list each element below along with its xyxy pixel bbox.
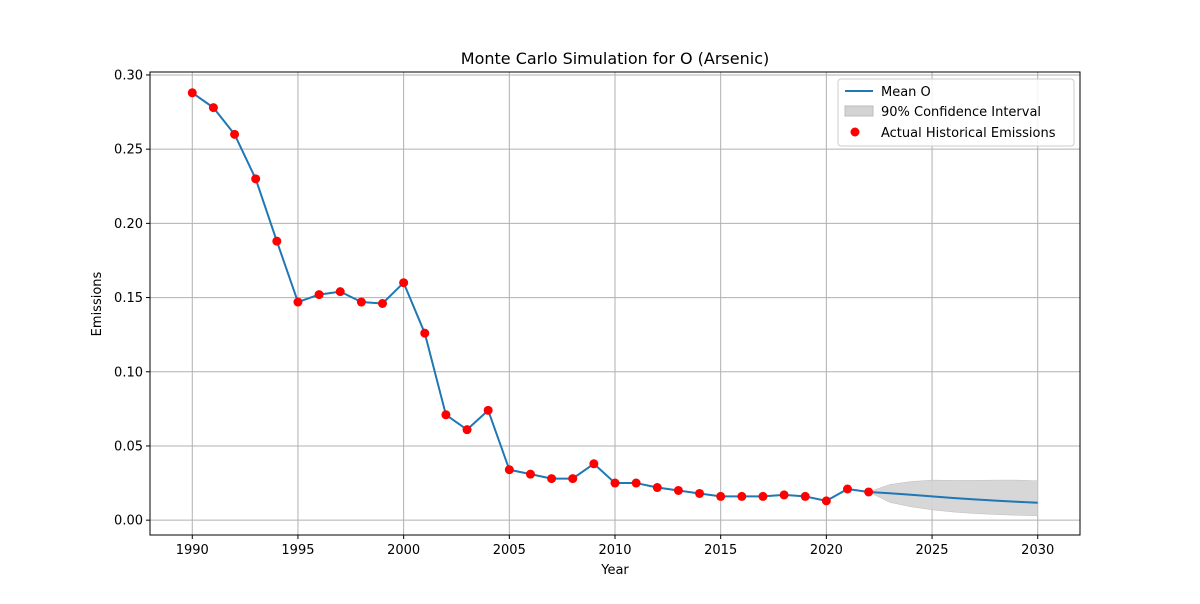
historical-point xyxy=(673,485,683,495)
x-tick-label: 2015 xyxy=(704,543,737,558)
historical-point xyxy=(843,484,852,494)
tick-layer: 1990 1995 2000 2005 2010 2015 2020 2025 2030 0.00… xyxy=(114,68,1054,558)
historical-point xyxy=(737,491,747,501)
historical-point xyxy=(716,491,726,501)
historical-point xyxy=(779,490,789,500)
legend-label-historical: Actual Historical Emissions xyxy=(881,126,1056,141)
x-tick-label: 2030 xyxy=(1021,543,1054,558)
x-axis-label: Year xyxy=(600,563,629,578)
x-tick-label: 2000 xyxy=(387,543,420,558)
historical-point xyxy=(800,491,810,501)
historical-point xyxy=(525,469,535,479)
historical-point xyxy=(230,129,240,139)
y-tick-label: 0.30 xyxy=(114,68,143,83)
x-tick-label: 2005 xyxy=(493,543,526,558)
grid-layer xyxy=(150,72,1080,535)
historical-point xyxy=(610,478,620,488)
y-tick-label: 0.20 xyxy=(114,217,143,232)
historical-point xyxy=(356,297,366,307)
historical-point xyxy=(547,474,557,484)
historical-point xyxy=(378,299,387,308)
historical-point xyxy=(335,287,345,297)
historical-point xyxy=(589,459,599,469)
historical-point xyxy=(568,474,578,484)
historical-point xyxy=(695,488,705,498)
historical-point xyxy=(821,496,831,506)
y-tick-label: 0.05 xyxy=(114,439,143,454)
historical-point xyxy=(399,278,409,288)
historical-point xyxy=(631,478,641,488)
historical-point xyxy=(864,487,874,497)
y-tick-label: 0.25 xyxy=(114,143,143,158)
legend-label-confidence-interval: 90% Confidence Interval xyxy=(881,105,1041,120)
historical-points-layer xyxy=(187,88,874,506)
x-tick-label: 1995 xyxy=(281,543,314,558)
y-tick-label: 0.15 xyxy=(114,291,143,306)
y-tick-label: 0.00 xyxy=(114,514,143,529)
historical-point xyxy=(420,328,430,338)
historical-point xyxy=(441,410,451,420)
y-tick-label: 0.10 xyxy=(114,365,143,380)
y-axis-label: Emissions xyxy=(90,271,105,336)
legend-box xyxy=(837,78,1075,147)
historical-point xyxy=(652,483,662,493)
x-tick-label: 2025 xyxy=(915,543,948,558)
historical-point xyxy=(314,290,324,300)
legend: Mean O 90% Confidence Interval Actual Hi… xyxy=(837,78,1075,147)
chart-title: Monte Carlo Simulation for O (Arsenic) xyxy=(461,49,769,68)
historical-point xyxy=(483,405,493,415)
x-tick-label: 1990 xyxy=(176,543,209,558)
historical-point xyxy=(208,103,218,113)
historical-point xyxy=(187,88,197,98)
historical-point xyxy=(251,174,261,184)
x-tick-label: 2010 xyxy=(598,543,631,558)
legend-swatch-confidence-band xyxy=(844,105,874,117)
historical-point xyxy=(272,236,282,246)
x-tick-label: 2020 xyxy=(810,543,843,558)
historical-point xyxy=(462,425,472,435)
legend-label-mean: Mean O xyxy=(881,85,931,100)
historical-point xyxy=(758,491,768,501)
historical-point xyxy=(504,465,514,475)
legend-swatch-historical-point xyxy=(850,127,860,137)
historical-point xyxy=(293,297,303,307)
